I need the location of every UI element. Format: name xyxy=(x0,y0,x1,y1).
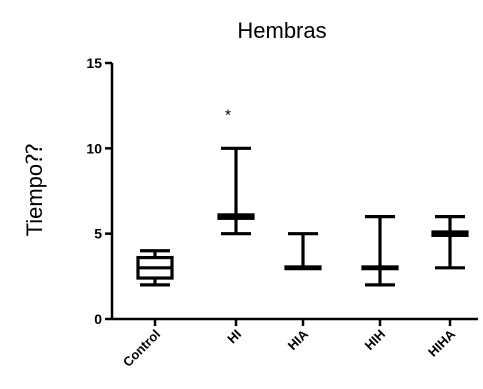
x-tick-label-hia: HIA xyxy=(285,326,312,353)
boxes: * xyxy=(136,107,469,287)
axes: 0 5 10 15 Control HI HIA HIH HIHA xyxy=(86,55,478,370)
y-tick-label: 5 xyxy=(94,226,102,242)
box-control xyxy=(136,249,174,287)
x-tick-label-hih: HIH xyxy=(362,327,388,353)
box-hih xyxy=(361,215,399,287)
significance-annotation: * xyxy=(225,107,231,124)
x-tick-label-hi: HI xyxy=(224,327,244,347)
y-tick-label: 0 xyxy=(94,311,102,327)
x-tick-label-control: Control xyxy=(120,327,163,370)
x-tick-label-hiha: HIHA xyxy=(425,326,459,360)
y-tick-label: 15 xyxy=(86,55,102,71)
y-axis-label: Tiempo⁇ xyxy=(22,144,47,237)
y-tick-label: 10 xyxy=(86,140,102,156)
box-hiha xyxy=(431,215,469,270)
box-hi: * xyxy=(217,107,255,236)
chart-title: Hembras xyxy=(237,18,326,43)
box-hia xyxy=(284,232,322,271)
